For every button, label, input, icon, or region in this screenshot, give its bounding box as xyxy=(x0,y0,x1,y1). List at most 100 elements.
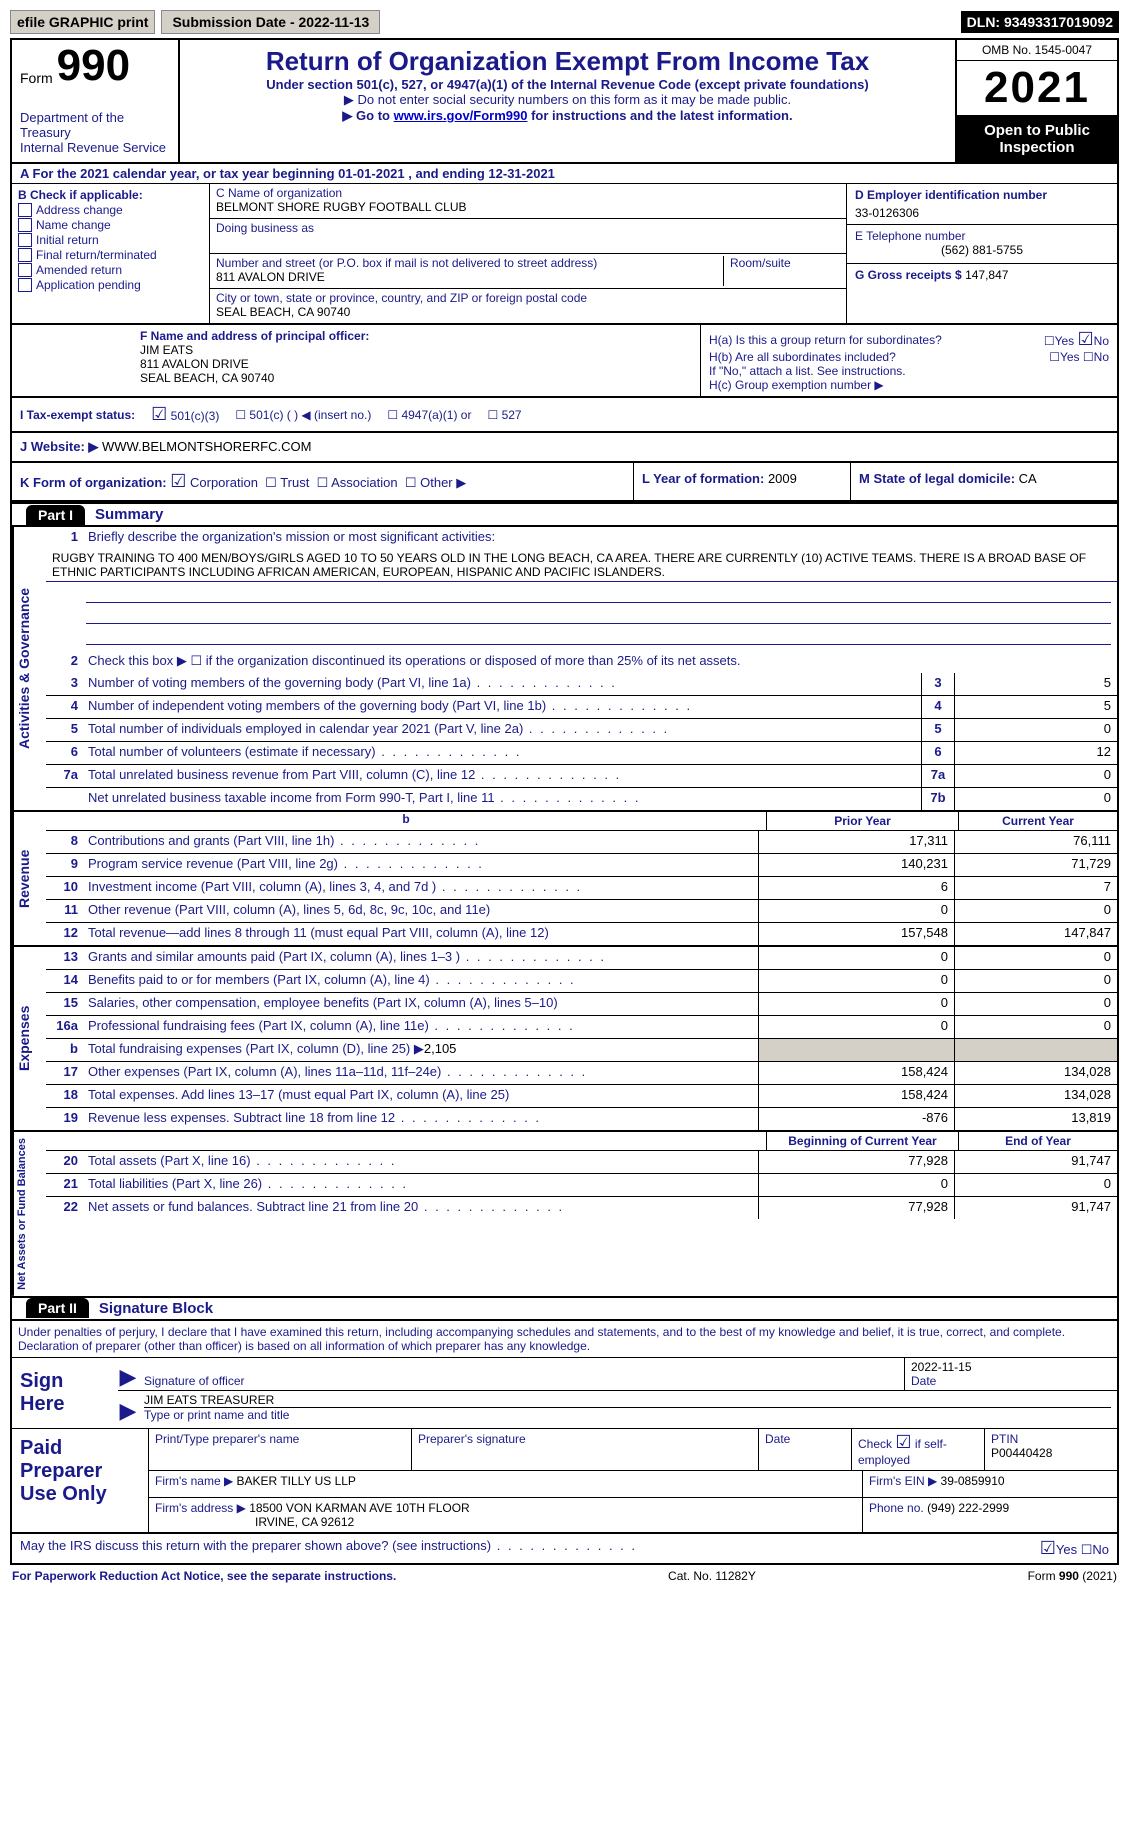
row-klm: K Form of organization: ☑ Corporation ☐ … xyxy=(12,463,1117,502)
line15: Salaries, other compensation, employee b… xyxy=(82,993,758,1015)
omb-number: OMB No. 1545-0047 xyxy=(957,40,1117,60)
cb-final-return[interactable] xyxy=(18,248,32,262)
v5: 0 xyxy=(954,719,1117,741)
mission-text: RUGBY TRAINING TO 400 MEN/BOYS/GIRLS AGE… xyxy=(46,549,1117,582)
h-note: If "No," attach a list. See instructions… xyxy=(709,364,1109,378)
section-netassets: Net Assets or Fund Balances Beginning of… xyxy=(12,1132,1117,1296)
hc-label: H(c) Group exemption number ▶ xyxy=(709,378,1109,392)
g-label: G Gross receipts $ xyxy=(855,268,965,282)
e-label: E Telephone number xyxy=(855,229,1109,243)
line7b: Net unrelated business taxable income fr… xyxy=(82,788,921,810)
line22: Net assets or fund balances. Subtract li… xyxy=(82,1197,758,1219)
line16a: Professional fundraising fees (Part IX, … xyxy=(82,1016,758,1038)
prep-name-hdr: Print/Type preparer's name xyxy=(149,1429,412,1470)
cb-corp[interactable]: ☑ xyxy=(170,471,186,491)
line20: Total assets (Part X, line 16) xyxy=(82,1151,758,1173)
line2-label: Check this box ▶ ☐ if the organization d… xyxy=(82,651,1117,673)
firm-addr: 18500 VON KARMAN AVE 10TH FLOOR xyxy=(249,1501,470,1515)
irs-label: Internal Revenue Service xyxy=(20,140,170,155)
efile-chip: efile GRAPHIC print xyxy=(10,10,155,34)
firm-name: BAKER TILLY US LLP xyxy=(237,1474,356,1488)
j-label: J Website: ▶ xyxy=(20,439,102,454)
part2-tag: Part II xyxy=(26,1298,89,1318)
hb-label: H(b) Are all subordinates included? xyxy=(709,350,1049,364)
ein-val: 33-0126306 xyxy=(855,206,1109,220)
line1-label: Briefly describe the organization's miss… xyxy=(82,527,1117,549)
sig-date-val: 2022-11-15 xyxy=(911,1360,1111,1374)
paid-label: Paid Preparer Use Only xyxy=(12,1429,149,1532)
paid-preparer-block: Paid Preparer Use Only Print/Type prepar… xyxy=(12,1429,1117,1534)
subtitle-3: ▶ Go to www.irs.gov/Form990 for instruct… xyxy=(188,108,947,124)
cb-app-pending[interactable] xyxy=(18,278,32,292)
v3: 5 xyxy=(954,673,1117,695)
row-j: J Website: ▶ WWW.BELMONTSHORERFC.COM xyxy=(12,432,1117,463)
k-label: K Form of organization: xyxy=(20,475,167,490)
footer-left: For Paperwork Reduction Act Notice, see … xyxy=(12,1569,396,1583)
city-label: City or town, state or province, country… xyxy=(216,291,840,305)
cb-address-change[interactable] xyxy=(18,203,32,217)
line4: Number of independent voting members of … xyxy=(82,696,921,718)
footer-mid: Cat. No. 11282Y xyxy=(668,1569,756,1583)
i-label: I Tax-exempt status: xyxy=(20,408,135,422)
toolbar: efile GRAPHIC print Submission Date - 20… xyxy=(10,10,1119,34)
open-public: Open to Public Inspection xyxy=(957,116,1117,162)
cb-name-change[interactable] xyxy=(18,218,32,232)
website-val: WWW.BELMONTSHORERFC.COM xyxy=(102,439,311,454)
street-label: Number and street (or P.O. box if mail i… xyxy=(216,256,717,270)
sig-officer-label: Signature of officer xyxy=(138,1372,904,1390)
firm-phone: (949) 222-2999 xyxy=(927,1501,1009,1515)
firm-ein: 39-0859910 xyxy=(941,1474,1005,1488)
phone-val: (562) 881-5755 xyxy=(855,243,1109,257)
type-name-label: Type or print name and title xyxy=(144,1407,1111,1422)
header-left: Form 990 Department of the Treasury Inte… xyxy=(12,40,180,162)
line17: Other expenses (Part IX, column (A), lin… xyxy=(82,1062,758,1084)
sig-date-label: Date xyxy=(911,1374,1111,1388)
prep-date-hdr: Date xyxy=(759,1429,852,1470)
ptin-val: P00440428 xyxy=(991,1446,1111,1460)
row-a-period: A For the 2021 calendar year, or tax yea… xyxy=(12,164,1117,184)
subtitle-2: ▶ Do not enter social security numbers o… xyxy=(188,92,947,108)
subtitle-1: Under section 501(c), 527, or 4947(a)(1)… xyxy=(188,77,947,92)
side-exp: Expenses xyxy=(12,947,46,1130)
signature-declaration: Under penalties of perjury, I declare th… xyxy=(12,1321,1117,1358)
tax-year: 2021 xyxy=(957,60,1117,116)
col-prior: Prior Year xyxy=(766,812,958,830)
page-footer: For Paperwork Reduction Act Notice, see … xyxy=(10,1565,1119,1583)
line13: Grants and similar amounts paid (Part IX… xyxy=(82,947,758,969)
section-deg: D Employer identification number 33-0126… xyxy=(847,184,1117,323)
f-label: F Name and address of principal officer: xyxy=(140,329,369,343)
may-discuss-row: May the IRS discuss this return with the… xyxy=(12,1534,1117,1563)
cb-501c3[interactable]: ☑ xyxy=(151,404,167,424)
officer-addr1: 811 AVALON DRIVE xyxy=(140,357,692,371)
officer-addr2: SEAL BEACH, CA 90740 xyxy=(140,371,692,385)
line12: Total revenue—add lines 8 through 11 (mu… xyxy=(82,923,758,945)
submission-date-btn[interactable]: Submission Date - 2022-11-13 xyxy=(161,10,380,34)
cb-initial-return[interactable] xyxy=(18,233,32,247)
l-label: L Year of formation: xyxy=(642,471,768,486)
v7b: 0 xyxy=(954,788,1117,810)
tax-status-row: I Tax-exempt status: ☑ 501(c)(3) ☐ 501(c… xyxy=(12,397,1117,432)
line8: Contributions and grants (Part VIII, lin… xyxy=(82,831,758,853)
side-ag: Activities & Governance xyxy=(12,527,46,810)
ha-label: H(a) Is this a group return for subordin… xyxy=(709,333,1044,347)
dept-label: Department of the Treasury xyxy=(20,110,170,140)
line16b: Total fundraising expenses (Part IX, col… xyxy=(82,1039,758,1061)
line6: Total number of volunteers (estimate if … xyxy=(82,742,921,764)
sign-here-label: Sign Here xyxy=(12,1358,118,1428)
prep-sig-hdr: Preparer's signature xyxy=(412,1429,759,1470)
line7a: Total unrelated business revenue from Pa… xyxy=(82,765,921,787)
cb-may-yes[interactable]: ☑ xyxy=(1040,1538,1056,1558)
officer-name: JIM EATS xyxy=(140,343,692,357)
officer-print: JIM EATS TREASURER xyxy=(144,1393,1111,1407)
section-revenue: Revenue bPrior YearCurrent Year 8Contrib… xyxy=(12,812,1117,947)
cb-amended[interactable] xyxy=(18,263,32,277)
firm-addr2: IRVINE, CA 92612 xyxy=(255,1515,856,1529)
h-block: H(a) Is this a group return for subordin… xyxy=(701,325,1117,396)
part1-tag: Part I xyxy=(26,505,85,525)
line5: Total number of individuals employed in … xyxy=(82,719,921,741)
city-val: SEAL BEACH, CA 90740 xyxy=(216,305,840,319)
b-label: B Check if applicable: xyxy=(18,188,203,202)
col-beg: Beginning of Current Year xyxy=(766,1132,958,1150)
line21: Total liabilities (Part X, line 26) xyxy=(82,1174,758,1196)
irs-link[interactable]: www.irs.gov/Form990 xyxy=(394,108,528,123)
